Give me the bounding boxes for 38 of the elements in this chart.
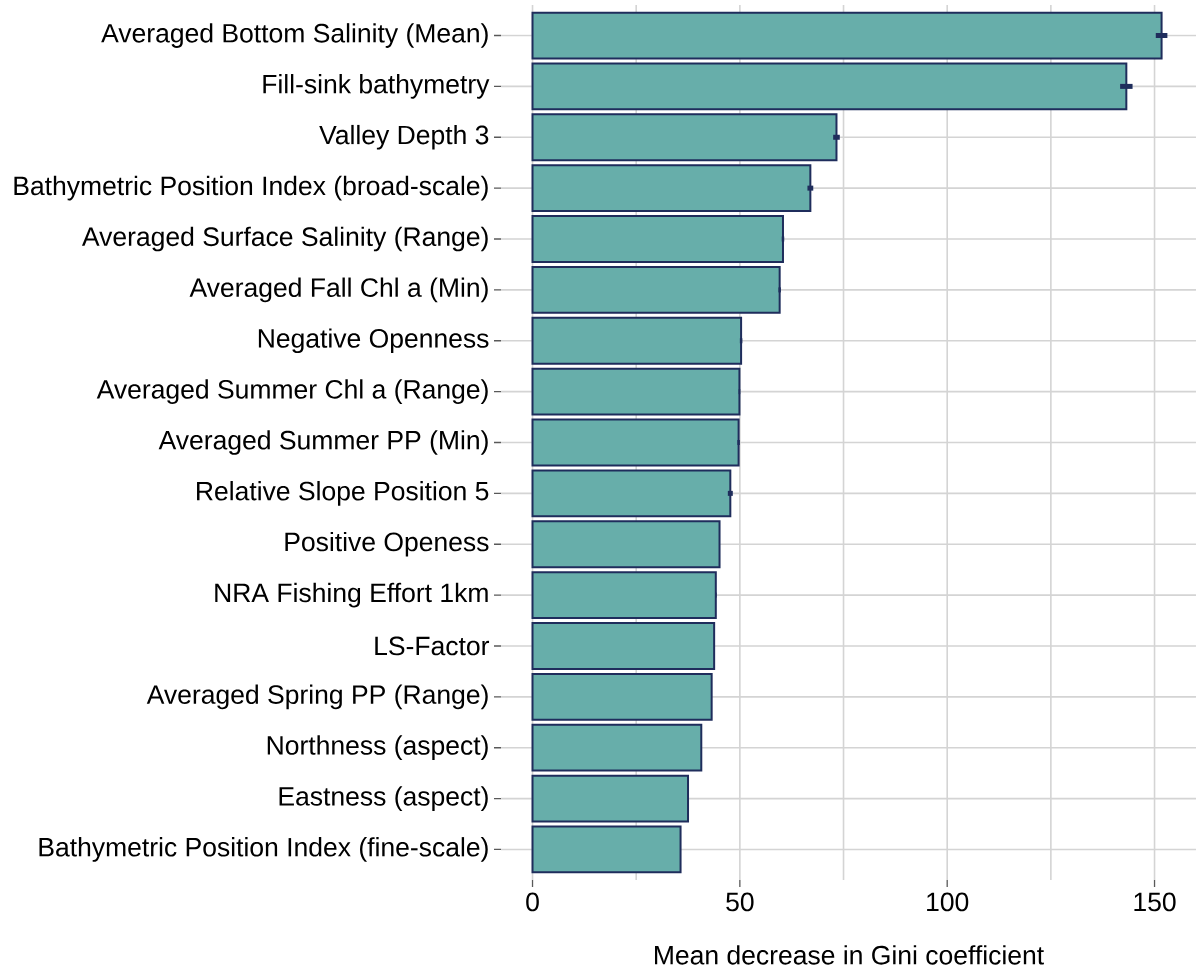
bar	[531, 113, 838, 162]
y-tick-label: Averaged Summer PP (Min)	[158, 430, 488, 455]
x-tick-label: 100	[927, 892, 969, 912]
bar	[531, 215, 784, 263]
y-tick-label: Eastness (aspect)	[279, 786, 488, 811]
y-tick-label: Bathymetric Position Index (fine-scale)	[39, 837, 488, 862]
y-tick-label: Relative Slope Position 5	[197, 481, 489, 506]
y-tick-label: Averaged Spring PP (Range)	[146, 684, 488, 710]
bar	[531, 164, 812, 213]
bar	[531, 469, 732, 518]
y-tick-label: Negative Openness	[258, 328, 489, 354]
x-tick-label: 150	[1134, 892, 1176, 912]
bar	[531, 622, 716, 670]
y-tick-label: Valley Depth 3	[319, 124, 489, 150]
bar	[531, 825, 682, 874]
bar	[531, 774, 690, 823]
y-tick-label: Positive Openess	[285, 531, 489, 557]
bar	[531, 11, 1163, 60]
bar	[531, 367, 741, 416]
bar	[531, 723, 703, 772]
x-axis-title: Mean decrease in Gini coefficient	[655, 945, 1044, 965]
bar	[531, 418, 740, 467]
bar	[531, 316, 743, 365]
y-tick-label: Fill-sink bathymetry	[263, 74, 490, 99]
bar	[531, 265, 781, 314]
y-tick-label: NRA Fishing Effort 1km	[215, 582, 488, 608]
x-tick-label: 50	[726, 892, 754, 912]
y-tick-label: Averaged Bottom Salinity (Mean)	[101, 23, 488, 48]
y-tick-label: Northness (aspect)	[267, 735, 488, 761]
y-tick-label: Averaged Surface Salinity (Range)	[81, 226, 488, 252]
y-tick-label: LS-Factor	[375, 636, 490, 656]
bar	[531, 672, 713, 721]
y-tick-label: Averaged Fall Chl a (Min)	[189, 277, 488, 303]
y-tick-label: Averaged Summer Chl a (Range)	[96, 379, 488, 404]
bar	[531, 571, 717, 620]
y-tick-label: Bathymetric Position Index (broad-scale)	[14, 175, 488, 201]
x-tick-label: 0	[526, 892, 539, 912]
bar	[531, 520, 721, 569]
